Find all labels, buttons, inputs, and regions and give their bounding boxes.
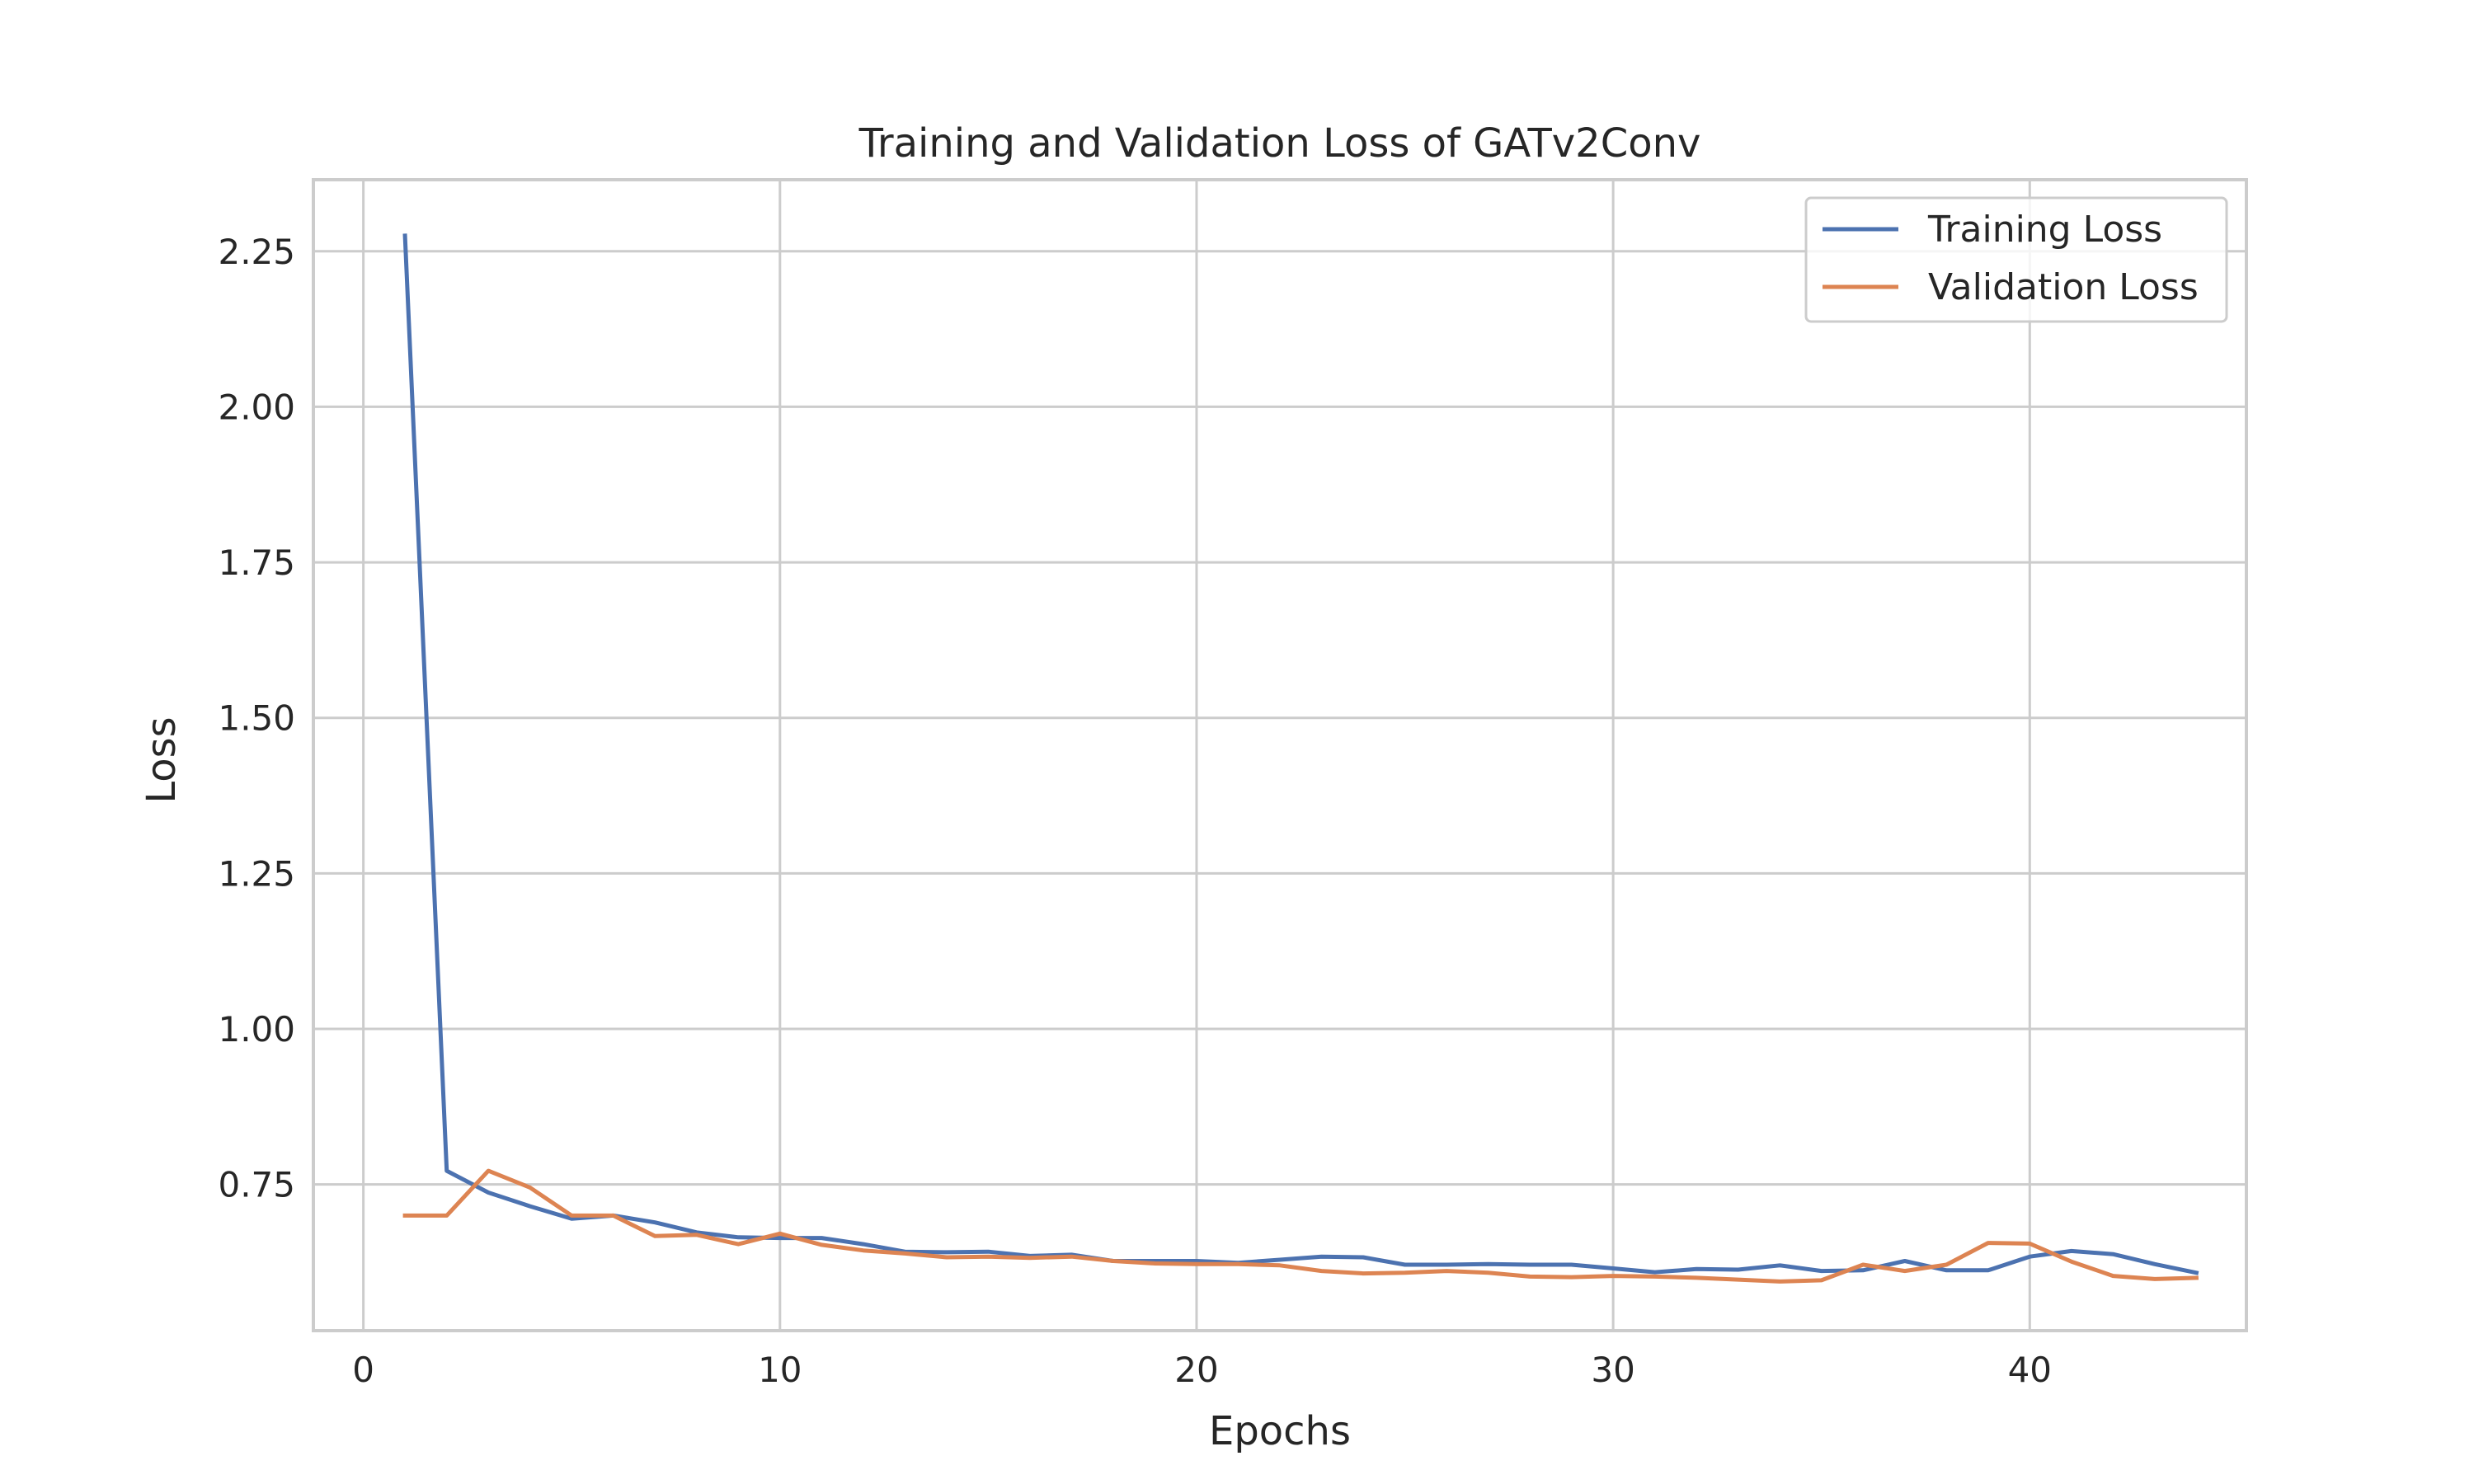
x-tick-label: 30 [1591,1350,1634,1390]
grid-lines [313,180,2246,1331]
legend-box [1804,196,2228,323]
legend-label-validation-loss: Validation Loss [1928,266,2199,308]
series-lines [402,233,2199,1284]
x-tick-label: 20 [1174,1350,1218,1390]
y-tick-label: 1.25 [218,853,295,894]
legend-label-training-loss: Training Loss [1927,209,2162,251]
y-tick-label: 1.75 [218,542,295,583]
y-tick-label: 1.50 [218,698,295,739]
x-axis-label: Epochs [1209,1408,1351,1454]
y-tick-label: 0.75 [218,1165,295,1205]
series-line-training-loss [402,233,2199,1275]
chart-title: Training and Validation Loss of GATv2Con… [858,120,1701,167]
tick-labels: 0 10 20 30 40 0.75 1.00 1.25 1.50 1.75 2.00 2.25 [218,232,2052,1390]
legend: Training Loss Validation Loss [1804,196,2228,323]
y-tick-label: 2.00 [218,387,295,427]
x-tick-label: 10 [758,1350,802,1390]
y-tick-label: 2.25 [218,232,295,272]
y-axis-label: Loss [139,716,185,803]
y-tick-label: 1.00 [218,1009,295,1050]
plot-frame [312,178,2248,1332]
x-tick-label: 0 [352,1350,374,1390]
x-tick-label: 40 [2008,1350,2052,1390]
series-line-validation-loss [402,1168,2199,1284]
